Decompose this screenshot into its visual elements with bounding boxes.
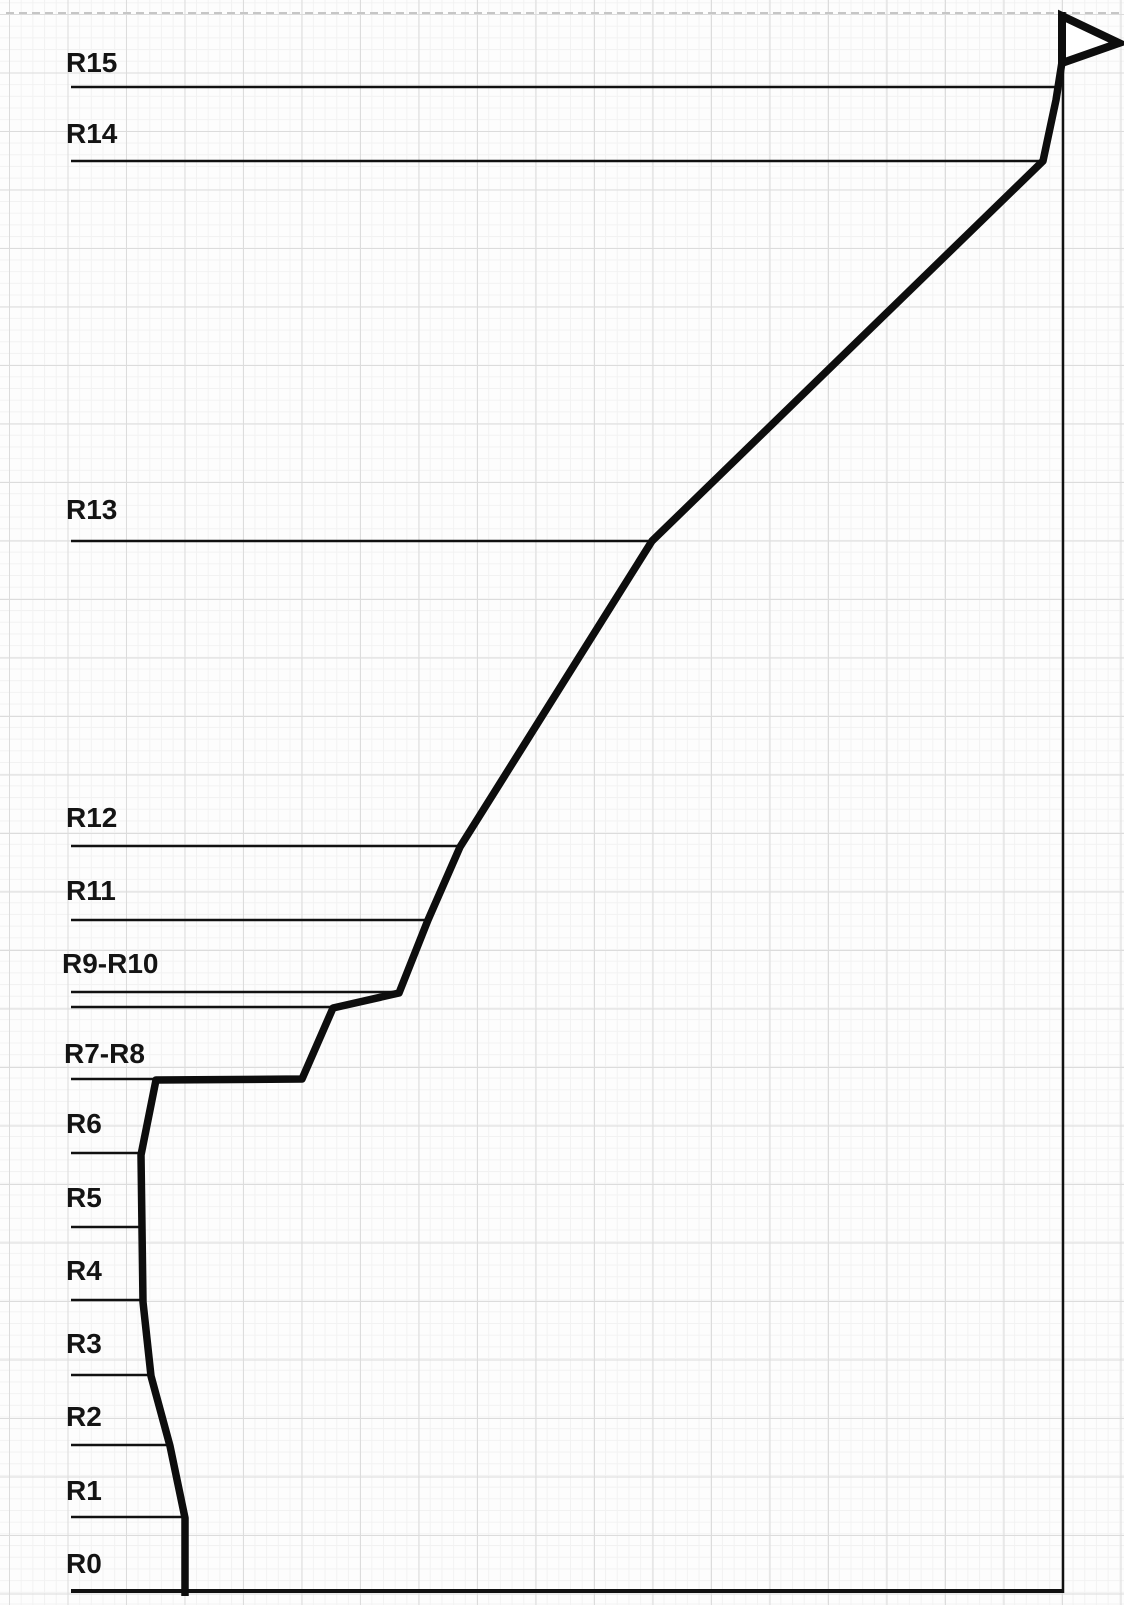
station-label-R6: R6 [66,1108,102,1139]
station-label-R14: R14 [66,118,118,149]
station-label-R7-R8: R7-R8 [64,1038,145,1069]
route-line [137,12,1066,1596]
station-label-R12: R12 [66,802,118,833]
summit-flag-icon [1058,9,1124,69]
station-label-R13: R13 [66,494,118,525]
station-label-R4: R4 [66,1255,102,1286]
station-label-R0: R0 [66,1548,102,1579]
station-label-R15: R15 [66,47,118,78]
station-label-R3: R3 [66,1328,102,1359]
station-label-R11: R11 [66,875,116,906]
station-label-R5: R5 [66,1182,102,1213]
station-label-R2: R2 [66,1401,102,1432]
station-label-R9-R10: R9-R10 [62,948,159,979]
station-label-R1: R1 [66,1475,102,1506]
